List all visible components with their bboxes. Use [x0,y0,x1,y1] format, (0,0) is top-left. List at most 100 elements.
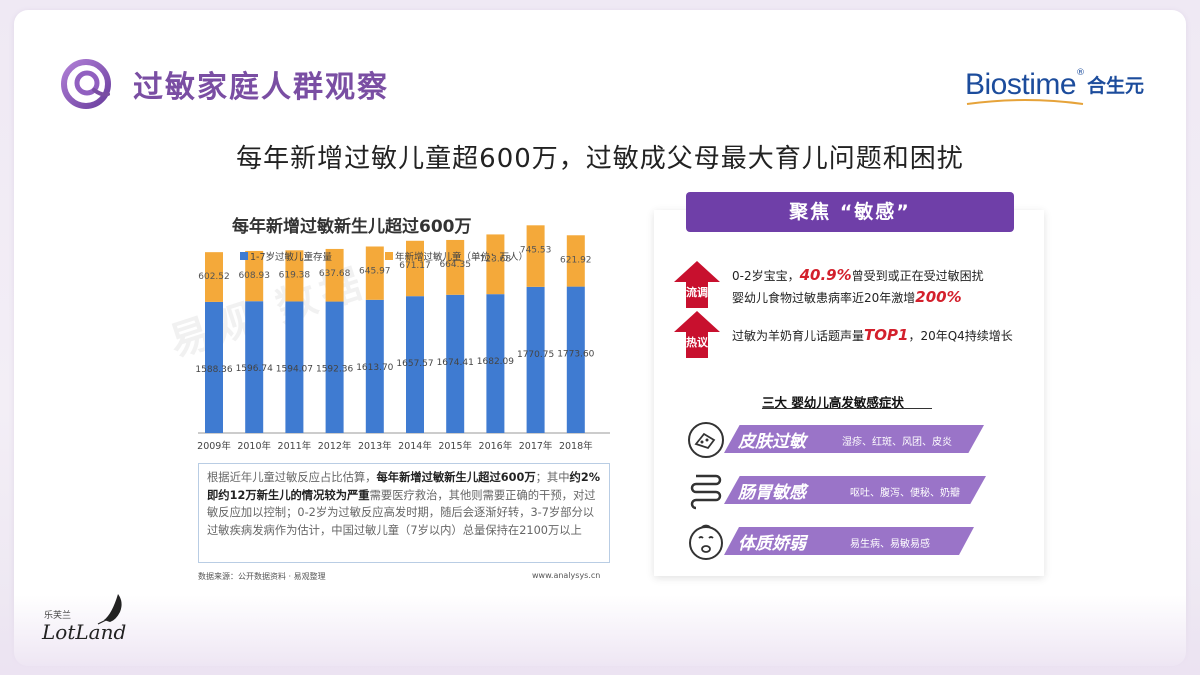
data-label-stock: 1682.09 [477,357,514,367]
brand-logo-icon [61,59,111,109]
bar-new-2013年 [365,246,384,300]
symptoms-title: 三大 婴幼儿高发敏感症状 [762,395,904,410]
symptom-name-gut: 肠胃敏感 [738,483,806,503]
stacked-bar-chart: 602.52 1588.36 2009年 608.93 1596.74 2010年 619.… [195,225,610,452]
bar-stock-2010年 [245,301,264,433]
stat-2-prefix: 婴幼儿食物过敏患病率近20年激增 [732,291,916,305]
bar-stock-2011年 [285,301,304,433]
symptom-name-skin: 皮肤过敏 [738,432,806,452]
bar-stock-2018年 [566,286,585,433]
bar-new-2012年 [325,248,344,302]
lotland-logo: 乐芙兰 LotLand [30,590,150,654]
x-tick-label: 2017年 [519,440,553,452]
note-text-2: ；其中 [535,471,570,484]
up-arrow-icon [674,261,720,308]
data-label-stock: 1613.70 [356,363,393,373]
legend-label-new: 年新增过敏儿童（单位：万人） [395,251,528,263]
bar-stock-2016年 [486,294,505,433]
up-arrow-icon [674,311,720,358]
bar-stock-2015年 [446,294,465,433]
x-tick-label: 2018年 [559,440,593,452]
headline: 每年新增过敏儿童超600万，过敏成父母最大育儿问题和困扰 [236,144,964,174]
data-label-stock: 1592.36 [316,365,353,375]
data-label-stock: 1770.75 [517,350,554,360]
data-label-new: 621.92 [560,255,592,265]
data-label-new: 608.93 [238,271,270,281]
stat-line-3: 过敏为羊奶育儿话题声量TOP1，20年Q4持续增长 [732,326,1013,344]
data-label-stock: 1596.74 [236,364,273,374]
bar-new-2015年 [446,239,465,295]
legend-swatch-stock [240,252,248,260]
bar-new-2010年 [245,250,264,302]
survey-tag: 流调 [672,260,722,310]
source-url: www.analysys.cn [532,571,601,580]
note-bold-2: 约2%即约12万新生儿的情况较为严重 [207,471,601,502]
bar-stock-2013年 [365,299,384,433]
x-tick-label: 2009年 [197,440,231,452]
bar-new-2011年 [285,250,304,302]
brand-swoosh-icon [966,99,1084,105]
stat-1-suffix: 曾受到或正在受过敏困扰 [851,269,984,283]
bottom-band [0,595,1200,675]
crying-baby-icon [689,524,723,560]
note-text-3: 需要医疗救治，其他则需要正确的干预，对过敏反应加以控制；0-2岁为过敏反应高发时… [207,488,596,537]
stat-1-value: 40.9% [799,266,852,284]
data-label-new: 645.97 [359,266,391,276]
hot-topic-tag-label: 热议 [686,336,708,349]
focus-panel [654,210,1044,576]
x-tick-label: 2012年 [318,440,352,452]
bar-stock-2009年 [205,301,223,433]
data-source: 数据来源：公开数据资料 · 易观整理 [198,572,326,581]
symptom-bar-skin [724,425,984,453]
data-label-new: 723.68 [480,254,512,264]
note-box: 根据近年儿童过敏反应占比估算，每年新增过敏新生儿超过600万；其中约2%即约12… [198,463,610,563]
survey-tag-label: 流调 [686,286,708,299]
data-label-new: 671.17 [399,261,431,271]
stat-1-prefix: 0-2岁宝宝， [732,269,800,283]
lotland-cn: 乐芙兰 [44,611,72,621]
data-label-new: 619.38 [279,270,311,280]
stat-3-prefix: 过敏为羊奶育儿话题声量 [732,329,865,343]
bar-new-2018年 [566,235,585,287]
symptom-bar-gut [724,476,986,504]
symptom-name-weak: 体质娇弱 [738,534,806,554]
biostime-logo: Biostime ® 合生元 [965,66,1144,102]
stat-line-2: 婴幼儿食物过敏患病率近20年激增200% [732,288,962,306]
bar-new-2016年 [486,234,505,295]
bar-stock-2014年 [406,296,424,433]
stat-3-suffix: ，20年Q4持续增长 [908,329,1013,343]
stat-line-1: 0-2岁宝宝，40.9%曾受到或正在受过敏困扰 [732,266,984,284]
skin-icon [688,422,724,458]
data-label-new: 664.35 [439,260,471,270]
bar-new-2017年 [526,225,545,287]
hummingbird-icon [97,594,122,625]
hot-topic-tag: 热议 [672,310,722,360]
brand-reg-mark: ® [1076,68,1086,78]
bar-stock-2012年 [325,301,344,433]
data-label-stock: 1588.36 [195,365,232,375]
x-tick-label: 2013年 [358,440,392,452]
x-tick-label: 2010年 [237,440,271,452]
x-tick-label: 2016年 [479,440,513,452]
data-label-new: 745.53 [520,245,552,255]
symptoms-title-underline [762,408,932,409]
data-label-new: 602.52 [198,272,230,282]
page-title: 过敏家庭人群观察 [133,70,389,105]
data-label-stock: 1594.07 [276,364,313,374]
note-text-1: 根据近年儿童过敏反应占比估算， [207,471,377,484]
bar-stock-2017年 [526,286,545,433]
bar-new-2014年 [406,240,424,297]
symptom-desc-gut: 呕吐、腹泻、便秘、奶瓣 [850,488,960,499]
brand-cn: 合生元 [1087,75,1145,97]
symptom-desc-skin: 湿疹、红斑、风团、皮炎 [842,437,952,448]
data-label-stock: 1674.41 [437,358,474,368]
x-tick-label: 2011年 [278,440,312,452]
legend-swatch-new [385,252,393,260]
x-tick-label: 2014年 [398,440,432,452]
panel-header: 聚焦 “敏感” [686,192,1014,232]
intestine-icon [690,474,722,510]
stat-2-value: 200% [915,288,962,306]
chart-title: 每年新增过敏新生儿超过600万 [232,217,472,237]
symptom-bar-weak [724,527,974,555]
x-tick-label: 2015年 [438,440,472,452]
